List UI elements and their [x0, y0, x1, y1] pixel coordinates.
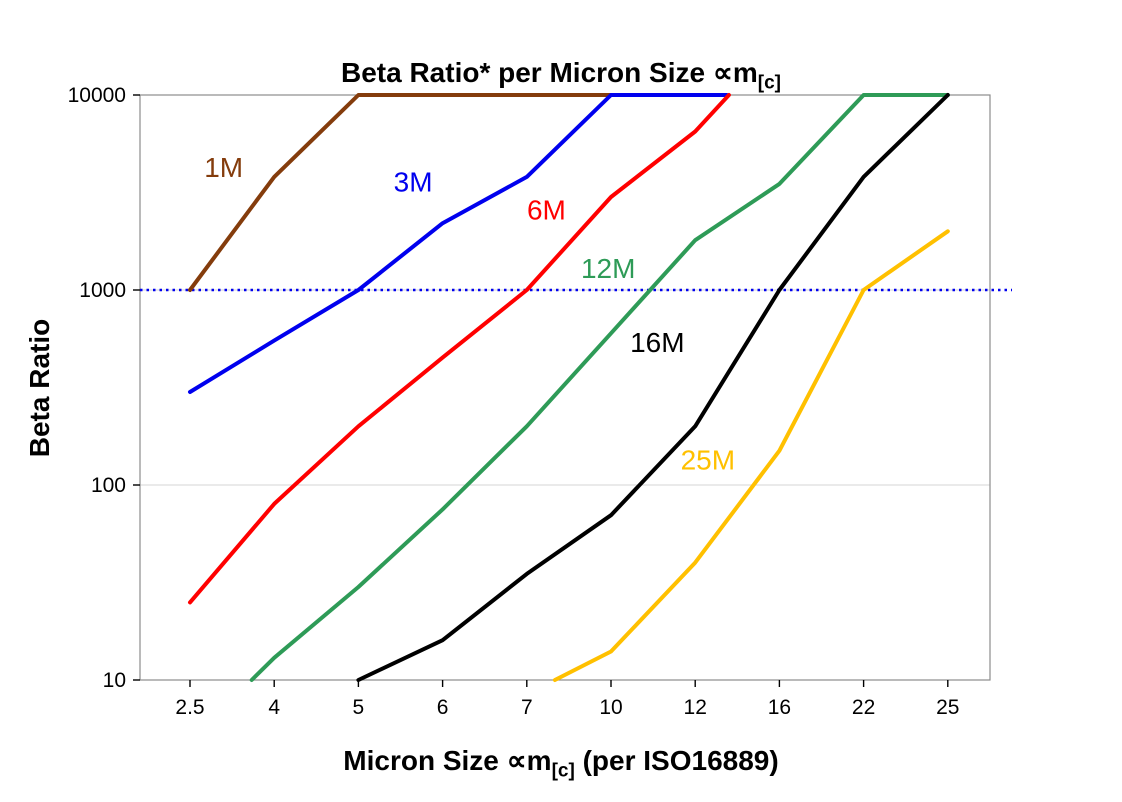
chart-title: Beta Ratio* per Micron Size ∝m[c]	[0, 56, 1122, 95]
series-label-25M: 25M	[681, 445, 735, 476]
series-label-1M: 1M	[204, 152, 243, 183]
series-line-1M	[188, 93, 613, 292]
series-label-6M: 6M	[527, 194, 566, 225]
y-tick-label: 1000	[79, 279, 126, 302]
y-tick-label: 100	[91, 474, 126, 497]
y-tick-label: 10000	[68, 84, 126, 107]
x-tick-label: 22	[852, 696, 875, 719]
series-label-3M: 3M	[394, 166, 433, 197]
x-axis-label: Micron Size ∝m[c] (per ISO16889)	[0, 744, 1122, 783]
x-axis-label-symbol: ∝m	[506, 745, 552, 776]
series-line-25M	[552, 229, 950, 682]
series-label-12M: 12M	[581, 253, 635, 284]
chart-title-subscript: [c]	[757, 72, 781, 94]
x-tick-label: 7	[521, 696, 533, 719]
x-axis-label-pre: Micron Size	[343, 745, 507, 776]
series-line-3M	[188, 93, 729, 394]
x-tick-label: 2.5	[175, 696, 204, 719]
x-tick-label: 5	[353, 696, 365, 719]
chart-title-main: Beta Ratio* per Micron Size	[340, 57, 713, 88]
series-line-12M	[249, 93, 950, 682]
x-tick-label: 4	[268, 696, 280, 719]
x-tick-label: 6	[437, 696, 449, 719]
chart-title-symbol: ∝m	[712, 57, 758, 88]
x-tick-label: 12	[684, 696, 707, 719]
x-axis-label-subscript: [c]	[551, 760, 575, 782]
x-tick-label: 10	[599, 696, 622, 719]
y-tick-label: 10	[103, 669, 126, 692]
y-axis-label: Beta Ratio	[24, 318, 55, 458]
series-line-16M	[356, 93, 950, 682]
x-axis-label-post: (per ISO16889)	[574, 745, 779, 776]
series-label-16M: 16M	[630, 327, 684, 358]
x-tick-label: 16	[768, 696, 791, 719]
series-line-6M	[188, 93, 731, 605]
x-tick-label: 25	[936, 696, 959, 719]
